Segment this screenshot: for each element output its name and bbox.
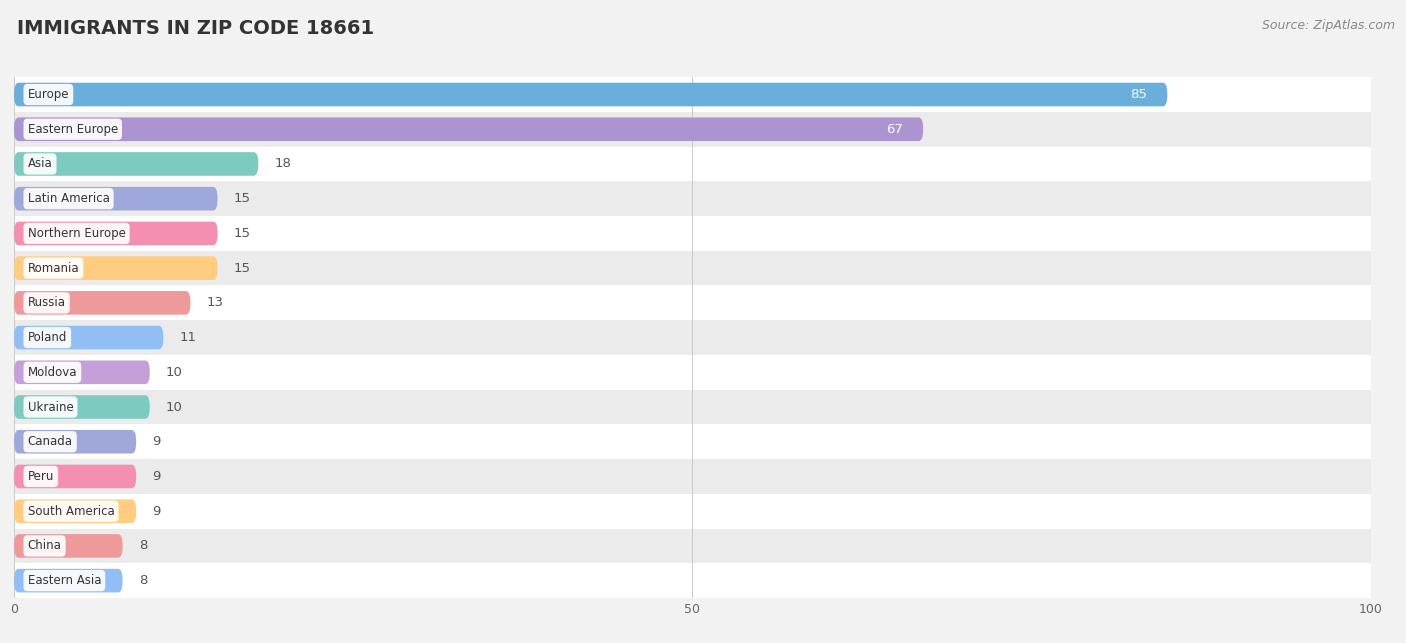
Bar xyxy=(14,320,1371,355)
FancyBboxPatch shape xyxy=(14,291,190,314)
Text: 15: 15 xyxy=(233,192,250,205)
Bar xyxy=(14,285,1371,320)
Text: Poland: Poland xyxy=(28,331,67,344)
FancyBboxPatch shape xyxy=(14,187,218,210)
Bar xyxy=(14,77,1371,112)
Text: Ukraine: Ukraine xyxy=(28,401,73,413)
Text: 15: 15 xyxy=(233,227,250,240)
Text: 10: 10 xyxy=(166,366,183,379)
Bar xyxy=(14,181,1371,216)
Text: Northern Europe: Northern Europe xyxy=(28,227,125,240)
Text: 9: 9 xyxy=(152,470,160,483)
Text: Eastern Europe: Eastern Europe xyxy=(28,123,118,136)
Text: 9: 9 xyxy=(152,435,160,448)
Bar xyxy=(14,216,1371,251)
Text: Eastern Asia: Eastern Asia xyxy=(28,574,101,587)
Text: Europe: Europe xyxy=(28,88,69,101)
Text: Asia: Asia xyxy=(28,158,52,170)
FancyBboxPatch shape xyxy=(14,569,122,592)
Bar xyxy=(14,424,1371,459)
Text: Romania: Romania xyxy=(28,262,79,275)
FancyBboxPatch shape xyxy=(14,465,136,488)
FancyBboxPatch shape xyxy=(14,500,136,523)
Text: South America: South America xyxy=(28,505,114,518)
FancyBboxPatch shape xyxy=(14,83,1167,106)
FancyBboxPatch shape xyxy=(14,118,924,141)
FancyBboxPatch shape xyxy=(14,257,218,280)
Bar xyxy=(14,112,1371,147)
Bar xyxy=(14,563,1371,598)
Text: 8: 8 xyxy=(139,539,148,552)
Text: Canada: Canada xyxy=(28,435,73,448)
Text: 8: 8 xyxy=(139,574,148,587)
Text: Russia: Russia xyxy=(28,296,66,309)
FancyBboxPatch shape xyxy=(14,222,218,245)
Text: Latin America: Latin America xyxy=(28,192,110,205)
Bar xyxy=(14,355,1371,390)
Bar xyxy=(14,529,1371,563)
Text: 85: 85 xyxy=(1130,88,1147,101)
Bar xyxy=(14,494,1371,529)
FancyBboxPatch shape xyxy=(14,326,163,349)
FancyBboxPatch shape xyxy=(14,534,122,557)
FancyBboxPatch shape xyxy=(14,430,136,453)
Text: Peru: Peru xyxy=(28,470,53,483)
Text: 13: 13 xyxy=(207,296,224,309)
Text: China: China xyxy=(28,539,62,552)
Bar xyxy=(14,390,1371,424)
Text: 15: 15 xyxy=(233,262,250,275)
Text: Moldova: Moldova xyxy=(28,366,77,379)
Text: 67: 67 xyxy=(886,123,903,136)
Bar xyxy=(14,459,1371,494)
FancyBboxPatch shape xyxy=(14,152,259,176)
Text: 18: 18 xyxy=(274,158,291,170)
Text: Source: ZipAtlas.com: Source: ZipAtlas.com xyxy=(1261,19,1395,32)
Text: 9: 9 xyxy=(152,505,160,518)
Text: 11: 11 xyxy=(180,331,197,344)
Bar xyxy=(14,251,1371,285)
Text: 10: 10 xyxy=(166,401,183,413)
FancyBboxPatch shape xyxy=(14,395,150,419)
FancyBboxPatch shape xyxy=(14,361,150,384)
Bar xyxy=(14,147,1371,181)
Text: IMMIGRANTS IN ZIP CODE 18661: IMMIGRANTS IN ZIP CODE 18661 xyxy=(17,19,374,39)
